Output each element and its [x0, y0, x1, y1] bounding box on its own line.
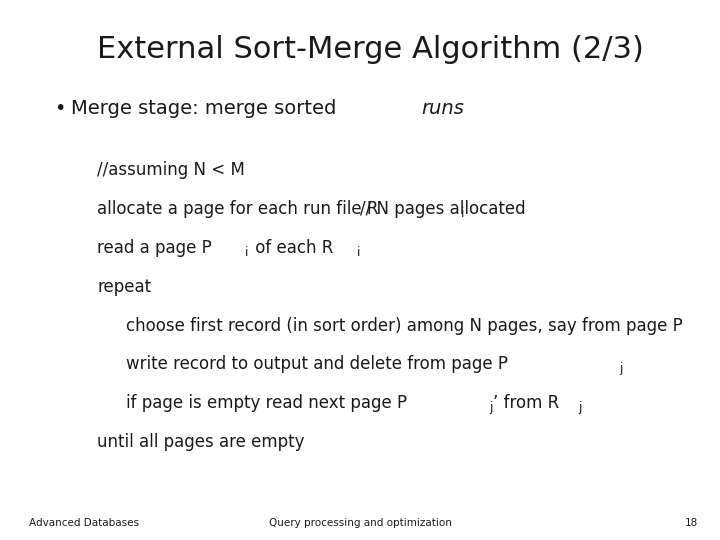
- Text: Advanced Databases: Advanced Databases: [29, 518, 139, 528]
- Text: •: •: [54, 98, 66, 118]
- Text: until all pages are empty: until all pages are empty: [97, 433, 305, 451]
- Text: choose first record (in sort order) among N pages, say from page P: choose first record (in sort order) amon…: [126, 316, 683, 335]
- Text: i: i: [460, 207, 464, 220]
- Text: External Sort-Merge Algorithm (2/3): External Sort-Merge Algorithm (2/3): [97, 35, 644, 64]
- Text: Merge stage: merge sorted: Merge stage: merge sorted: [71, 98, 342, 118]
- Text: //assuming N < M: //assuming N < M: [97, 161, 245, 179]
- Text: ’ from R: ’ from R: [493, 394, 559, 413]
- Text: of each R: of each R: [250, 239, 333, 257]
- Text: repeat: repeat: [97, 278, 151, 296]
- Text: // N pages allocated: // N pages allocated: [360, 200, 526, 218]
- Text: 18: 18: [685, 518, 698, 528]
- Text: if page is empty read next page P: if page is empty read next page P: [126, 394, 407, 413]
- Text: write record to output and delete from page P: write record to output and delete from p…: [126, 355, 508, 374]
- Text: read a page P: read a page P: [97, 239, 212, 257]
- Text: runs: runs: [421, 98, 464, 118]
- Text: j: j: [619, 362, 622, 375]
- Text: j: j: [489, 401, 492, 414]
- Text: i: i: [246, 246, 248, 259]
- Text: Query processing and optimization: Query processing and optimization: [269, 518, 451, 528]
- Text: allocate a page for each run file R: allocate a page for each run file R: [97, 200, 379, 218]
- Text: i: i: [357, 246, 361, 259]
- Text: j: j: [579, 401, 582, 414]
